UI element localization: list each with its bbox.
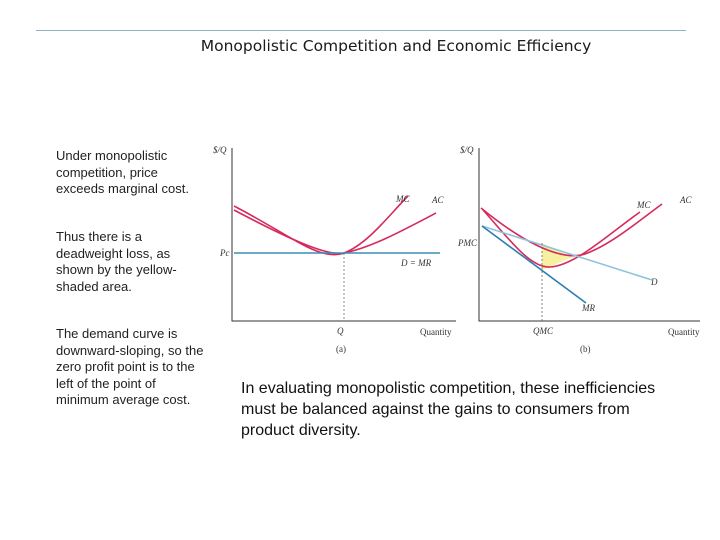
panel-a-ac-curve — [233, 209, 437, 255]
panel-b-mc-label: MC — [636, 200, 651, 210]
note-price-exceeds-mc: Under monopolistic competition, price ex… — [56, 148, 189, 196]
conclusion-text: In evaluating monopolistic competition, … — [241, 380, 656, 439]
panel-a-mc-label: MC — [395, 194, 410, 204]
note-demand-curve: The demand curve is downward-sloping, so… — [56, 326, 204, 407]
panel-b-demand-line — [481, 225, 653, 281]
panel-b-ac-label: AC — [679, 195, 692, 205]
slide-title: Monopolistic Competition and Economic Ef… — [200, 37, 592, 55]
panel-b-mr-label: MR — [581, 303, 595, 313]
panel-a-y-axis-label: $/Q — [213, 145, 227, 155]
panel-b-axes — [478, 148, 700, 322]
panel-a-demand-label: D = MR — [400, 258, 432, 268]
panel-b-mc-curve — [482, 209, 641, 268]
panel-a-mc-curve — [233, 195, 409, 256]
panel-a-quantity-label: Q — [337, 326, 344, 336]
panel-a-ac-label: AC — [431, 195, 444, 205]
header-divider — [36, 30, 686, 31]
panel-a: $/Q Quantity (a) Pc Q MC AC D = MR — [213, 145, 456, 354]
panel-b-quantity-label: QMC — [533, 326, 554, 336]
panel-b-ac-curve — [480, 203, 663, 257]
panel-a-x-axis-label: Quantity — [420, 327, 452, 337]
panel-b-demand-label: D — [650, 277, 658, 287]
note-deadweight-loss: Thus there is a deadweight loss, as show… — [56, 229, 177, 294]
panel-b: $/Q Quantity (b) PMC QMC MC AC D MR — [457, 145, 700, 354]
panel-b-price-label: PMC — [457, 238, 478, 248]
panel-b-caption: (b) — [580, 344, 591, 354]
panel-b-mr-line — [481, 225, 587, 304]
panel-b-x-axis-label: Quantity — [668, 327, 700, 337]
panel-b-deadweight-area — [542, 243, 584, 270]
panel-a-price-label: Pc — [219, 248, 230, 258]
panel-a-axes — [231, 148, 456, 322]
panel-a-caption: (a) — [336, 344, 346, 354]
panel-b-y-axis-label: $/Q — [460, 145, 474, 155]
